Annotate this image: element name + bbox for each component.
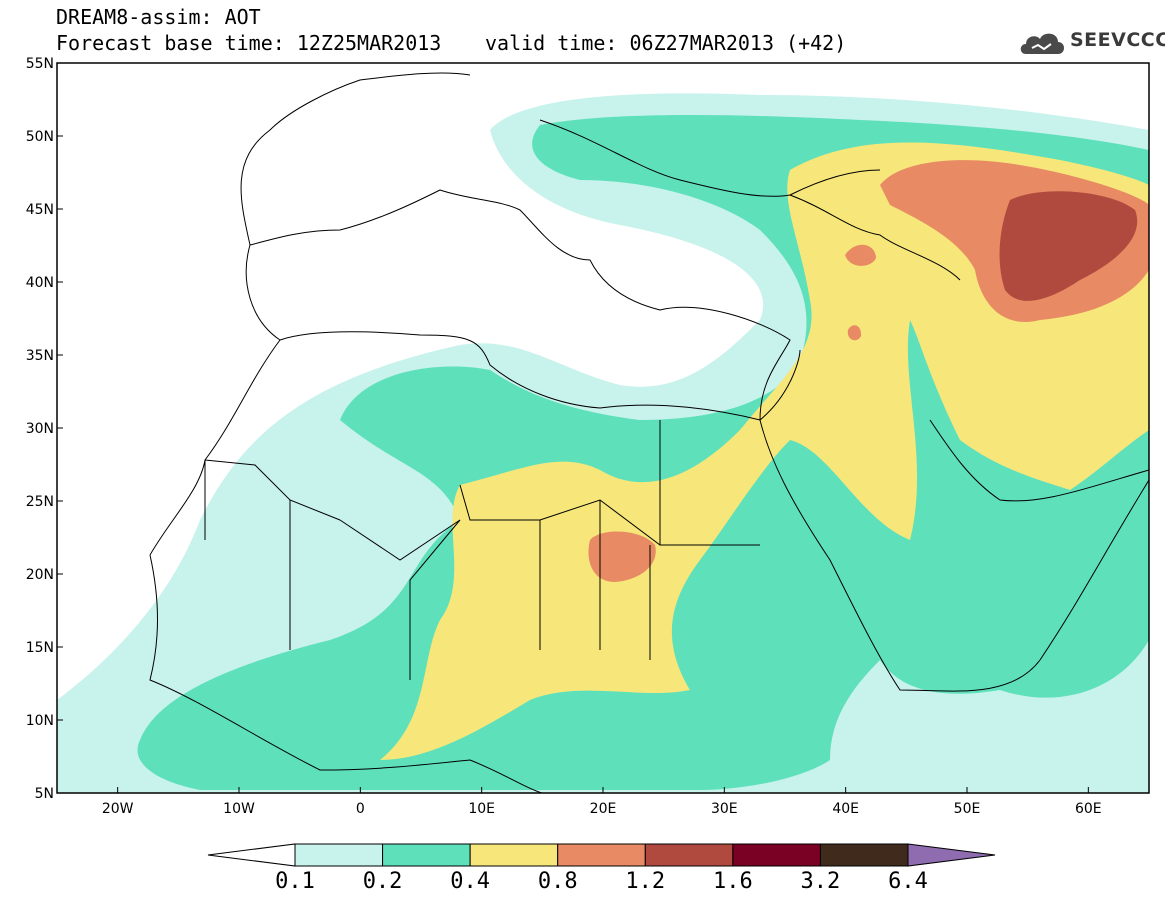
colorbar-swatch — [557, 843, 646, 867]
colorbar-label: 0.1 — [275, 869, 315, 894]
colorbar-label: 1.2 — [625, 869, 666, 894]
lon-tick-label: 20E — [590, 801, 617, 817]
colorbar-swatch — [644, 843, 734, 867]
lat-tick-label: 20N — [26, 567, 54, 583]
colorbar-label: 0.2 — [362, 869, 403, 894]
lon-tick-label: 10E — [468, 801, 495, 817]
valid-time: valid time: 06Z27MAR2013 (+42) — [485, 31, 847, 55]
colorbar-swatch — [819, 843, 909, 867]
lon-tick-label: 30E — [711, 801, 738, 817]
lon-tick-label: 0 — [356, 801, 365, 817]
lon-tick-label: 40E — [832, 801, 859, 817]
title-line-1: DREAM8-assim: AOT — [56, 5, 261, 29]
lon-tick-label: 10W — [223, 801, 255, 817]
colorbar-label: 0.4 — [450, 869, 491, 894]
lat-tick-label: 40N — [26, 275, 54, 291]
aot-band-0.8-small2 — [847, 325, 862, 341]
aot-band-0.8-small1 — [845, 244, 876, 266]
lon-tick-label: 60E — [1075, 801, 1102, 817]
colorbar-swatch — [294, 843, 384, 867]
colorbar-swatch — [382, 843, 471, 867]
aot-band-0.8-sahara — [588, 531, 656, 582]
lat-tick-label: 10N — [26, 713, 54, 729]
colorbar-label: 3.2 — [800, 869, 841, 894]
aot-band-1.2 — [999, 191, 1138, 301]
colorbar-label: 6.4 — [888, 869, 928, 894]
logo-text: SEEVCCC — [1070, 29, 1165, 51]
colorbar-swatch — [732, 843, 821, 867]
coastlines — [149, 72, 1149, 793]
cloud-icon — [1020, 33, 1064, 54]
colorbar-label: 0.8 — [537, 869, 578, 894]
lat-tick-label: 15N — [26, 640, 54, 656]
lat-tick-label: 35N — [26, 348, 54, 364]
lat-tick-label: 55N — [26, 56, 54, 72]
lat-tick-label: 45N — [26, 202, 54, 218]
colorbar-low-triangle — [207, 843, 296, 867]
lon-tick-label: 50E — [954, 801, 981, 817]
title-line-2: Forecast base time: 12Z25MAR2013 — [56, 31, 442, 55]
lat-tick-label: 30N — [26, 421, 54, 437]
lon-tick-label: 20W — [102, 801, 134, 817]
aot-band-0.4 — [380, 142, 1149, 760]
map-ticks: 20W 10W 0 10E 20E 30E 40E 50E 60E 55N 50N 45N 40N 35N… — [26, 56, 1102, 817]
colorbar-swatch — [469, 843, 559, 867]
aot-shading — [57, 93, 1149, 793]
lat-tick-label: 25N — [26, 494, 54, 510]
seevccc-logo: SEEVCCC — [1018, 28, 1165, 56]
colorbar-label: 1.6 — [712, 869, 753, 894]
lat-tick-label: 5N — [35, 786, 54, 802]
colorbar-high-triangle — [907, 843, 996, 867]
lat-tick-label: 50N — [26, 129, 54, 145]
